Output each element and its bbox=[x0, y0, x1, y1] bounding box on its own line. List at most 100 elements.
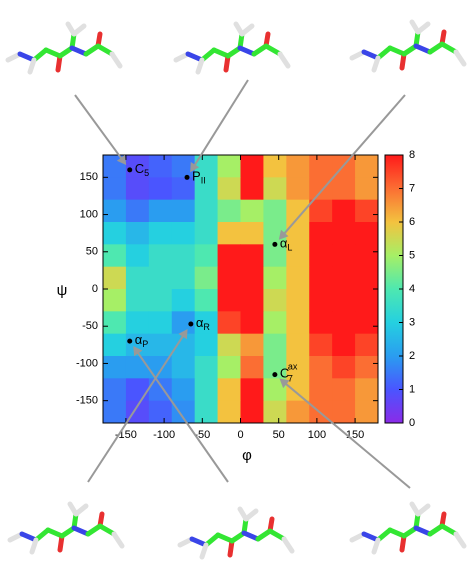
heatmap-cell bbox=[103, 222, 127, 245]
annotation-subscript: R bbox=[203, 322, 210, 332]
heatmap-cell bbox=[103, 266, 127, 290]
heatmap-cell bbox=[148, 177, 173, 201]
heatmap-cell bbox=[125, 333, 150, 357]
annotation-label: PII bbox=[192, 169, 206, 186]
annotation-subscript: 5 bbox=[144, 168, 149, 178]
x-tick-label: 0 bbox=[237, 429, 243, 441]
annotation-point bbox=[127, 338, 133, 344]
heatmap-cell bbox=[194, 222, 218, 245]
heatmap-cell bbox=[103, 177, 127, 201]
x-tick-label: 100 bbox=[308, 429, 326, 441]
molecule-alpha-l bbox=[352, 22, 464, 70]
heatmap-cell bbox=[309, 244, 333, 268]
heatmap-cell bbox=[148, 333, 173, 357]
heatmap-cell bbox=[217, 222, 241, 245]
annotation-subscript: L bbox=[287, 243, 292, 253]
heatmap-cell bbox=[240, 155, 264, 178]
heatmap-cell bbox=[332, 177, 356, 201]
heatmap-cell bbox=[355, 400, 379, 424]
heatmap-cell bbox=[263, 177, 287, 201]
heatmap-cell bbox=[125, 222, 150, 245]
arrow-line bbox=[282, 94, 406, 236]
heatmap-cell bbox=[171, 199, 196, 223]
heatmap-cell bbox=[103, 400, 127, 424]
annotation-label: C7 ax bbox=[280, 362, 298, 384]
heatmap-cell bbox=[309, 155, 333, 178]
x-tick-label: -100 bbox=[153, 429, 175, 441]
colorbar-tick-label: 6 bbox=[409, 216, 415, 228]
arrow-line bbox=[283, 381, 411, 489]
heatmap-cell bbox=[240, 378, 264, 402]
heatmap-cell bbox=[217, 311, 241, 335]
heatmap-cell bbox=[217, 199, 241, 223]
arrow-line bbox=[74, 94, 124, 161]
heatmap-cell bbox=[103, 378, 127, 402]
colorbar-tick-label: 1 bbox=[409, 383, 415, 395]
heatmap-cell bbox=[286, 177, 310, 201]
heatmap-cell bbox=[148, 222, 173, 245]
heatmap-cell bbox=[263, 155, 287, 178]
heatmap-cell bbox=[148, 289, 173, 312]
heatmap-cell bbox=[309, 311, 333, 335]
heatmap-cell bbox=[263, 266, 287, 290]
heatmap-cell bbox=[263, 356, 287, 379]
heatmap-cell bbox=[240, 199, 264, 223]
heatmap-cell bbox=[171, 289, 196, 312]
heatmap-cell bbox=[332, 199, 356, 223]
heatmap-cell bbox=[286, 400, 310, 424]
heatmap-cell bbox=[194, 400, 218, 424]
heatmap-cell bbox=[125, 400, 150, 424]
arrow-head bbox=[116, 154, 127, 166]
heatmap-cell bbox=[263, 311, 287, 335]
x-tick-label: 50 bbox=[273, 429, 285, 441]
heatmap-cell bbox=[217, 333, 241, 357]
heatmap-cell bbox=[240, 400, 264, 424]
heatmap-cell bbox=[355, 222, 379, 245]
heatmap-cell bbox=[309, 266, 333, 290]
heatmap-cell bbox=[309, 199, 333, 223]
heatmap-cell bbox=[263, 400, 287, 424]
heatmap-cell bbox=[309, 289, 333, 312]
heatmap-cell bbox=[355, 356, 379, 379]
heatmap-cell bbox=[240, 311, 264, 335]
x-tick-label: -50 bbox=[194, 429, 210, 441]
y-tick-label: -50 bbox=[82, 320, 98, 332]
heatmap-cell bbox=[171, 400, 196, 424]
y-tick-label: -150 bbox=[76, 395, 98, 407]
heatmap-cell bbox=[125, 311, 150, 335]
heatmap-cell bbox=[217, 177, 241, 201]
arrow-head bbox=[278, 229, 289, 240]
arrow-line bbox=[192, 79, 249, 168]
heatmap-cell bbox=[125, 266, 150, 290]
annotation-subscript: II bbox=[201, 176, 206, 186]
heatmap-cell bbox=[125, 289, 150, 312]
heatmap-cell bbox=[263, 333, 287, 357]
heatmap-cell bbox=[286, 266, 310, 290]
heatmap-cell bbox=[148, 199, 173, 223]
heatmap-cell bbox=[171, 333, 196, 357]
arrow-line bbox=[135, 350, 229, 483]
heatmap-cell bbox=[125, 378, 150, 402]
heatmap-cell bbox=[194, 155, 218, 178]
heatmap-cell bbox=[263, 244, 287, 268]
annotation-point bbox=[272, 372, 278, 378]
heatmap-cell bbox=[355, 311, 379, 335]
heatmap-cell bbox=[194, 244, 218, 268]
annotation-point bbox=[188, 321, 194, 327]
x-tick-label: 150 bbox=[346, 429, 364, 441]
heatmap-cell bbox=[103, 289, 127, 312]
heatmap-cell bbox=[125, 199, 150, 223]
heatmap-cell bbox=[240, 222, 264, 245]
heatmap-cell bbox=[309, 356, 333, 379]
heatmap-cell bbox=[171, 311, 196, 335]
annotation-text: α bbox=[135, 333, 143, 348]
heatmap-cell bbox=[332, 266, 356, 290]
heatmap-cell bbox=[171, 244, 196, 268]
annotation-point bbox=[127, 167, 133, 173]
heatmap-cell bbox=[286, 333, 310, 357]
heatmap-cell bbox=[103, 333, 127, 357]
heatmap-cell bbox=[286, 378, 310, 402]
colorbar-tick-label: 5 bbox=[409, 249, 415, 261]
colorbar-tick-label: 0 bbox=[409, 417, 415, 429]
annotation-point bbox=[184, 174, 190, 180]
